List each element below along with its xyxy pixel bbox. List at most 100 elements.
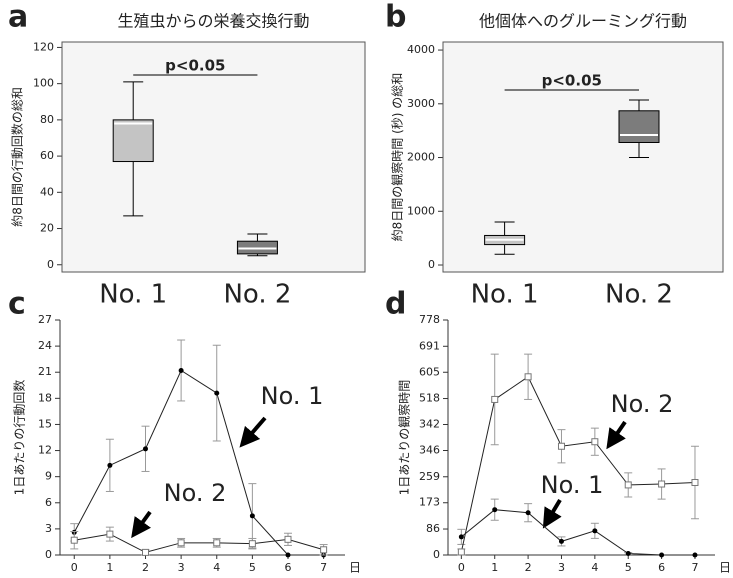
series-line xyxy=(74,533,324,553)
point xyxy=(70,536,78,544)
series-line xyxy=(461,509,695,556)
y-axis-label: 約8日間の観察時間 (秒) の総和 xyxy=(390,73,405,242)
box xyxy=(618,110,660,143)
arrow xyxy=(606,420,627,450)
y-tick-label: 24 xyxy=(38,339,52,352)
y-tick-label: 2000 xyxy=(407,151,435,164)
annotation: p<0.05 xyxy=(542,72,602,90)
point xyxy=(491,395,499,403)
x-tick-label: 7 xyxy=(320,561,327,574)
point xyxy=(591,438,599,446)
panel-letter: c xyxy=(8,287,26,322)
y-axis-label: 1日あたりの観察時間 xyxy=(398,380,412,496)
y-tick-label: 3000 xyxy=(407,97,435,110)
y-axis-label: 約8日間の行動回数の総和 xyxy=(10,87,25,227)
y-tick-label: 86 xyxy=(426,522,440,535)
point xyxy=(213,539,221,547)
series-label: No. 2 xyxy=(611,390,674,418)
x-tick-label: 7 xyxy=(691,561,698,574)
arrow xyxy=(542,498,562,529)
point xyxy=(659,552,665,558)
series-line xyxy=(73,369,324,556)
x-tick-label: 2 xyxy=(525,561,532,574)
point xyxy=(558,538,564,544)
x-tick-label: 4 xyxy=(213,561,220,574)
y-tick-label: 0 xyxy=(47,258,54,271)
plot-area xyxy=(442,41,724,273)
x-tick-label: 0 xyxy=(71,561,78,574)
point xyxy=(249,513,255,519)
y-axis-label: 1日あたりの行動回数 xyxy=(12,380,27,496)
point xyxy=(524,373,532,381)
y-tick-label: 40 xyxy=(40,185,54,198)
y-tick-label: 173 xyxy=(419,496,440,509)
x-tick-label: 1 xyxy=(106,561,113,574)
y-tick-label: 100 xyxy=(33,77,54,90)
series-label: No. 1 xyxy=(541,471,604,499)
y-tick-label: 778 xyxy=(419,313,440,326)
point xyxy=(625,550,631,556)
x-tick-label: No. 1 xyxy=(471,280,539,310)
chart-title: 生殖虫からの栄養交換行動 xyxy=(117,12,309,31)
point xyxy=(177,539,185,547)
point xyxy=(142,548,149,556)
x-tick-label: 6 xyxy=(285,561,292,574)
point xyxy=(458,534,464,540)
x-tick-label: 0 xyxy=(458,561,465,574)
arrow xyxy=(239,416,267,448)
x-axis-label: 日 xyxy=(719,561,731,575)
y-tick-label: 120 xyxy=(33,40,54,53)
x-tick-label: 2 xyxy=(142,561,149,574)
panel-letter: d xyxy=(385,287,406,322)
x-tick-label: 5 xyxy=(625,561,632,574)
point xyxy=(492,507,498,513)
y-tick-label: 20 xyxy=(40,222,54,235)
y-tick-label: 342 xyxy=(419,418,440,431)
x-tick-label: 4 xyxy=(591,561,598,574)
y-tick-label: 27 xyxy=(38,313,52,326)
x-tick-label: No. 2 xyxy=(605,280,673,310)
x-tick-label: 5 xyxy=(249,561,256,574)
point xyxy=(248,540,256,548)
point xyxy=(320,546,328,554)
y-tick-label: 346 xyxy=(419,443,440,456)
y-tick-label: 15 xyxy=(38,417,52,430)
x-tick-label: 1 xyxy=(491,561,498,574)
plot-area xyxy=(61,41,366,273)
y-tick-label: 691 xyxy=(419,339,440,352)
y-tick-label: 518 xyxy=(419,392,440,405)
y-tick-label: 605 xyxy=(419,365,440,378)
x-tick-label: 3 xyxy=(558,561,565,574)
x-tick-label: No. 1 xyxy=(99,280,167,310)
annotation: p<0.05 xyxy=(165,57,225,75)
box xyxy=(112,119,154,163)
series-line xyxy=(460,376,695,553)
x-axis-label: 日 xyxy=(349,561,361,575)
point xyxy=(692,552,698,558)
point xyxy=(107,462,113,468)
point xyxy=(106,530,114,538)
x-tick-label: 3 xyxy=(178,561,185,574)
y-tick-label: 9 xyxy=(45,470,52,483)
y-tick-label: 259 xyxy=(419,470,440,483)
point xyxy=(592,528,598,534)
series-label: No. 2 xyxy=(164,479,227,507)
series-label: No. 1 xyxy=(261,382,324,410)
arrows xyxy=(131,416,627,539)
chart-title: 他個体へのグルーミング行動 xyxy=(479,12,687,31)
point xyxy=(457,548,465,556)
y-tick-label: 80 xyxy=(40,113,54,126)
arrow xyxy=(131,510,152,539)
point xyxy=(178,367,184,373)
point xyxy=(525,510,531,516)
y-tick-label: 3 xyxy=(45,522,52,535)
y-tick-label: 0 xyxy=(433,548,440,561)
y-tick-label: 12 xyxy=(38,444,52,457)
y-tick-label: 60 xyxy=(40,149,54,162)
y-tick-label: 18 xyxy=(38,391,52,404)
point xyxy=(624,481,632,489)
y-tick-label: 0 xyxy=(45,548,52,561)
point xyxy=(557,442,565,450)
x-tick-label: No. 2 xyxy=(223,280,291,310)
